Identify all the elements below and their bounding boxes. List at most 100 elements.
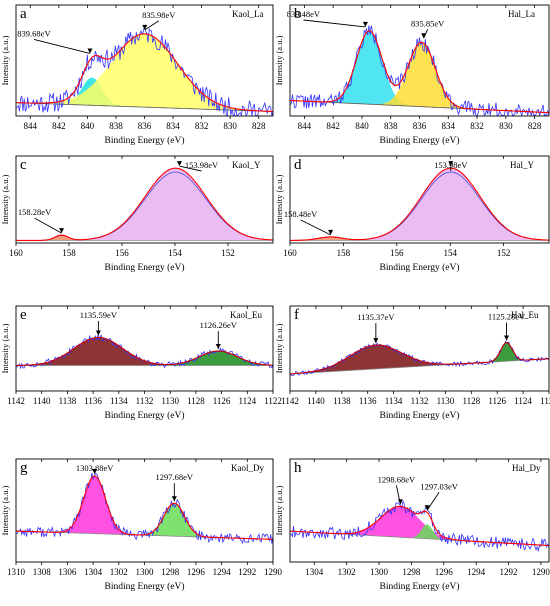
x-tick-label: 1294 — [467, 567, 486, 577]
x-tick-label: 836 — [413, 121, 427, 131]
peak-label: 1135.37eV — [357, 312, 395, 322]
y-axis-title: Intensity (a.u.) — [0, 174, 10, 224]
x-tick-label: 152 — [221, 248, 235, 258]
panel-letter: a — [20, 6, 27, 22]
peak-arrow-head — [424, 505, 430, 511]
component-peak-1 — [16, 476, 273, 540]
x-tick-label: 1136 — [359, 396, 377, 406]
x-tick-label: 1128 — [462, 396, 480, 406]
peak-label: 1297.03eV — [420, 481, 458, 491]
peak-arrow-line — [34, 217, 62, 234]
x-tick-label: 160 — [9, 248, 23, 258]
peak-label: 835.98eV — [142, 10, 176, 20]
x-tick-label: 840 — [355, 121, 369, 131]
x-tick-label: 158 — [337, 248, 351, 258]
envelope-fit-line — [16, 167, 273, 241]
x-tick-label: 830 — [223, 121, 237, 131]
y-axis-title: Intensity (a.u.) — [274, 485, 284, 535]
peak-label: 153.98eV — [434, 160, 468, 170]
component-peak-1 — [290, 506, 549, 546]
panel-letter: g — [20, 460, 28, 476]
x-tick-label: 1122 — [540, 396, 550, 406]
peak-label: 835.85eV — [411, 18, 445, 28]
panel-letter: h — [294, 460, 302, 476]
x-tick-label: 1294 — [213, 567, 232, 577]
peak-arrow-head — [95, 330, 101, 336]
x-axis-title: Binding Energy (eV) — [104, 262, 184, 273]
x-tick-label: 838 — [384, 121, 398, 131]
x-tick-label: 1302 — [338, 567, 356, 577]
x-axis-title: Binding Energy (eV) — [104, 581, 184, 592]
x-tick-label: 1300 — [136, 567, 155, 577]
peak-arrow-head — [448, 161, 454, 167]
x-tick-label: 1300 — [370, 567, 389, 577]
plot-frame — [15, 458, 274, 563]
x-tick-label: 1308 — [33, 567, 52, 577]
component-peak-2 — [16, 168, 273, 241]
chart-panel-h: 1304 1302 1300 1298 1296 1294 1292 1290 Binding … — [274, 458, 550, 592]
peak-label: 1297.68eV — [156, 472, 194, 482]
x-tick-label: 834 — [166, 121, 180, 131]
envelope-fit-line — [16, 33, 273, 113]
peak-arrow-head — [59, 228, 65, 234]
x-tick-label: 152 — [497, 248, 511, 258]
plot-area — [16, 167, 273, 241]
sample-label: Hal_Y — [510, 160, 534, 170]
x-tick-label: 1290 — [264, 567, 283, 577]
chart-panel-d: 160 158 156 154 152 Binding Energy (eV) Intens… — [274, 155, 550, 273]
chart-panel-e: 1142 1140 1138 1136 1134 1132 1130 1128 1126 1124… — [0, 305, 282, 421]
x-axis-title: Binding Energy (eV) — [379, 581, 459, 592]
x-tick-label: 832 — [470, 121, 484, 131]
peak-arrow-head — [397, 499, 403, 505]
component-peak-2 — [290, 42, 549, 113]
plot-frame — [15, 155, 274, 244]
panel-letter: c — [20, 157, 27, 173]
x-tick-label: 1136 — [84, 396, 102, 406]
x-tick-label: 160 — [283, 248, 297, 258]
x-tick-label: 156 — [390, 248, 404, 258]
x-tick-label: 1292 — [500, 567, 518, 577]
peak-arrow-head — [504, 335, 510, 341]
envelope-fit-line — [290, 505, 549, 547]
peak-label: 158.28eV — [18, 207, 52, 217]
chart-panel-f: 1142 1140 1138 1136 1134 1132 1130 1128 1126 1124… — [274, 305, 550, 421]
x-tick-label: 828 — [252, 121, 266, 131]
x-tick-label: 838 — [109, 121, 123, 131]
peak-arrow-line — [426, 492, 440, 511]
x-axis-title: Binding Energy (eV) — [379, 410, 459, 421]
plot-area — [290, 167, 549, 241]
component-peak-1 — [290, 345, 549, 374]
peak-arrow-line — [179, 165, 202, 172]
peak-arrow-head — [142, 24, 148, 30]
x-tick-label: 1140 — [307, 396, 325, 406]
x-tick-label: 832 — [195, 121, 209, 131]
x-tick-label: 1304 — [305, 567, 324, 577]
plot-area — [290, 340, 549, 377]
x-axis-title: Binding Energy (eV) — [104, 410, 184, 421]
peak-arrow-head — [215, 344, 221, 350]
peak-label: 839.48eV — [287, 9, 321, 19]
x-tick-label: 844 — [298, 121, 312, 131]
x-tick-label: 1304 — [84, 567, 103, 577]
y-axis-title: Intensity (a.u.) — [0, 323, 10, 373]
panel-letter: b — [294, 6, 302, 22]
x-tick-label: 1298 — [402, 567, 421, 577]
x-axis-title: Binding Energy (eV) — [379, 262, 459, 273]
raw-spectrum-line — [16, 472, 273, 545]
x-tick-label: 1134 — [385, 396, 403, 406]
x-tick-label: 158 — [62, 248, 76, 258]
component-peak-1 — [16, 235, 273, 241]
x-tick-label: 834 — [442, 121, 456, 131]
peak-arrow-head — [362, 21, 368, 27]
peak-arrow-head — [176, 161, 182, 167]
panel-letter: e — [20, 307, 27, 323]
x-axis-title: Binding Energy (eV) — [104, 135, 184, 146]
panel-letter: d — [294, 157, 302, 173]
plot-area — [290, 500, 549, 553]
component-peak-2 — [290, 524, 549, 546]
chart-panel-c: 160 158 156 154 152 Binding Energy (eV) Intens… — [0, 155, 274, 273]
peak-label: 1303.88eV — [76, 463, 114, 473]
x-tick-label: 1298 — [161, 567, 180, 577]
peak-label: 1126.26eV — [200, 320, 238, 330]
